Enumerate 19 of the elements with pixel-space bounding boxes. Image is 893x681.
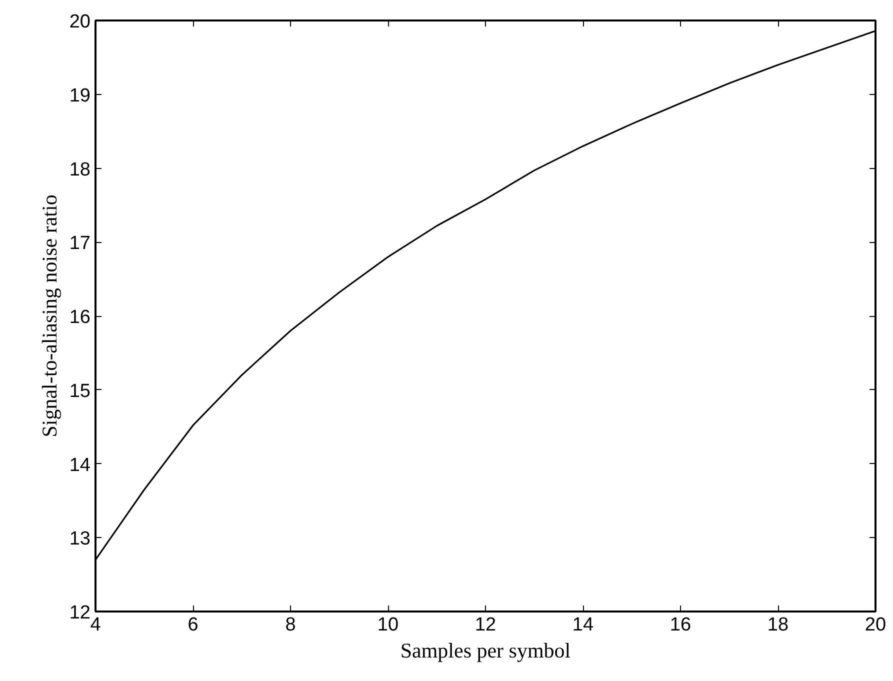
x-tick-label: 14 [572, 614, 594, 636]
x-tick-label: 6 [188, 614, 198, 636]
x-tick-label: 10 [377, 614, 399, 636]
x-tick-label: 12 [474, 614, 496, 636]
y-tick-label: 17 [69, 233, 91, 254]
y-tick-label: 13 [69, 528, 91, 550]
x-tick-label: 4 [90, 614, 102, 636]
x-tick-label: 16 [670, 614, 692, 636]
x-tick-label: 20 [864, 614, 886, 636]
y-tick-label: 14 [69, 454, 91, 476]
y-tick-label: 18 [69, 159, 91, 180]
y-tick-label: 20 [69, 12, 91, 32]
y-tick-label: 16 [69, 307, 91, 328]
y-axis-title: Signal-to-aliasing noise ratio [37, 194, 62, 438]
y-tick-label: 19 [69, 85, 91, 106]
x-axis-title: Samples per symbol [400, 638, 571, 662]
y-tick-label: 15 [69, 380, 91, 402]
x-tick-label: 8 [285, 614, 296, 636]
x-tick-label: 18 [767, 614, 789, 636]
